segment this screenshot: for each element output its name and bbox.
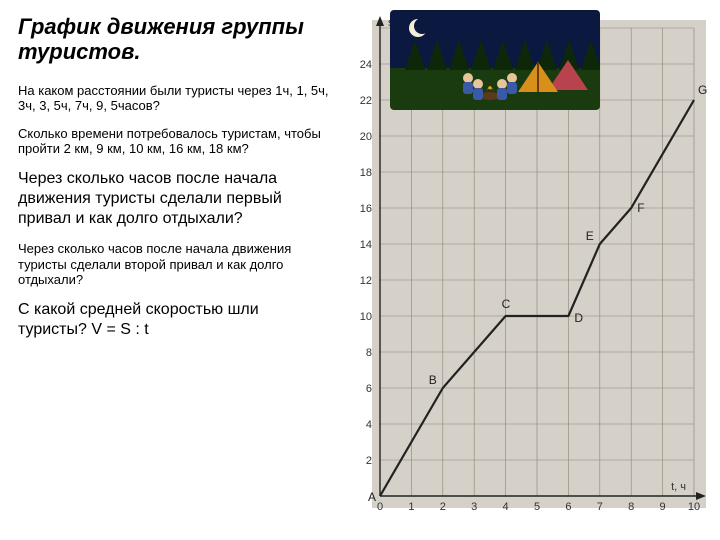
svg-text:D: D: [574, 311, 583, 325]
chart-area: 01234567891024681012141618202224s, кмt, …: [340, 10, 710, 530]
svg-text:10: 10: [360, 311, 372, 323]
svg-text:G: G: [698, 83, 707, 97]
campfire-illustration: [390, 10, 600, 110]
svg-text:F: F: [637, 201, 644, 215]
svg-text:9: 9: [660, 501, 666, 513]
svg-text:20: 20: [360, 131, 372, 143]
svg-text:6: 6: [366, 383, 372, 395]
svg-text:5: 5: [534, 501, 540, 513]
svg-text:3: 3: [471, 501, 477, 513]
svg-text:14: 14: [360, 239, 372, 251]
svg-text:16: 16: [360, 203, 372, 215]
svg-text:8: 8: [628, 501, 634, 513]
svg-text:C: C: [502, 297, 511, 311]
svg-text:6: 6: [565, 501, 571, 513]
svg-text:2: 2: [366, 455, 372, 467]
svg-text:2: 2: [440, 501, 446, 513]
question-4: Через сколько часов после начала движени…: [18, 241, 330, 288]
question-1: На каком расстоянии были туристы через 1…: [18, 83, 330, 114]
page-title: График движения группы туристов.: [18, 14, 330, 65]
svg-text:24: 24: [360, 59, 372, 71]
question-5: С какой средней скоростью шли туристы? V…: [18, 300, 330, 340]
svg-text:10: 10: [688, 501, 700, 513]
svg-text:B: B: [429, 373, 437, 387]
question-2: Сколько времени потребовалось туристам, …: [18, 126, 330, 157]
svg-text:E: E: [586, 229, 594, 243]
svg-text:22: 22: [360, 95, 372, 107]
svg-text:4: 4: [366, 419, 372, 431]
svg-text:t, ч: t, ч: [671, 481, 686, 493]
svg-text:1: 1: [408, 501, 414, 513]
question-3: Через сколько часов после начала движени…: [18, 169, 330, 229]
svg-text:18: 18: [360, 167, 372, 179]
svg-text:0: 0: [377, 501, 383, 513]
svg-text:12: 12: [360, 275, 372, 287]
svg-text:7: 7: [597, 501, 603, 513]
svg-text:4: 4: [503, 501, 509, 513]
svg-text:8: 8: [366, 347, 372, 359]
svg-text:A: A: [368, 490, 376, 504]
